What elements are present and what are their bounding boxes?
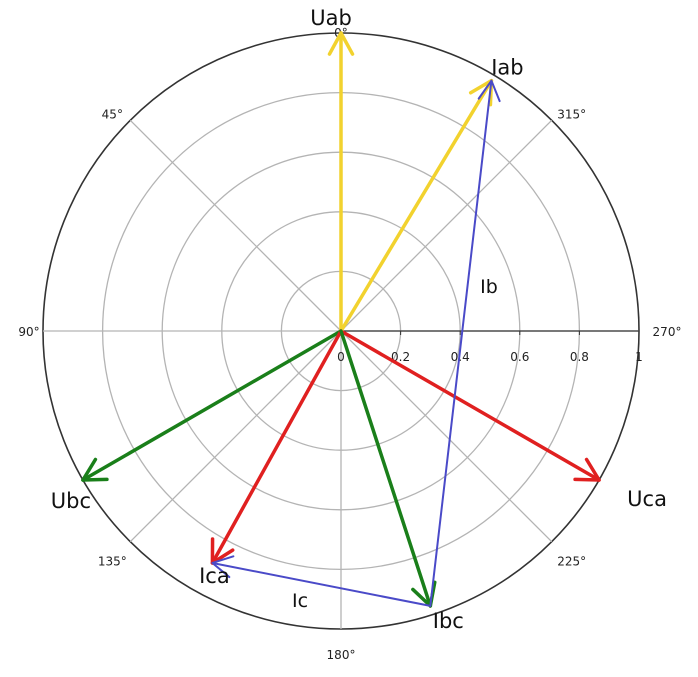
line-current-head-ic xyxy=(211,555,235,579)
label-ibc: Ibc xyxy=(433,609,464,633)
phasor-uca xyxy=(339,329,601,482)
radial-tick-label-5: 1 xyxy=(635,350,643,364)
label-iab: Iab xyxy=(491,56,523,80)
line-current-ib xyxy=(429,79,493,607)
radial-tick-label-4: 0.8 xyxy=(570,350,589,364)
label-ic: Ic xyxy=(292,590,308,612)
angle-label-270: 270° xyxy=(653,325,682,339)
line-current-ic xyxy=(211,561,432,607)
angle-tick-labels: 0°45°90°135°180°225°270°315° xyxy=(18,26,681,662)
phasor-ubc xyxy=(81,329,343,482)
angle-label-45: 45° xyxy=(102,107,123,121)
grid-spoke-7 xyxy=(340,119,553,332)
angle-label-90: 90° xyxy=(18,325,39,339)
grid-spoke-1 xyxy=(129,119,342,332)
phasor-labels: Uab Uca Ubc Iab Ica Ibc Ib Ic xyxy=(51,6,667,633)
phasor-ibc xyxy=(339,329,433,608)
label-ib: Ib xyxy=(480,276,498,298)
angle-label-315: 315° xyxy=(557,107,586,121)
phasor-head-uab xyxy=(327,31,355,56)
label-uab: Uab xyxy=(310,6,352,30)
angle-label-135: 135° xyxy=(98,555,127,569)
phasor-iab xyxy=(339,78,494,333)
radial-tick-label-0: 0 xyxy=(337,350,345,364)
line-current-head-ib xyxy=(477,79,501,103)
phasor-head-ubc xyxy=(81,457,109,482)
grid-spoke-3 xyxy=(129,330,342,543)
angle-label-225: 225° xyxy=(557,555,586,569)
label-ubc: Ubc xyxy=(51,489,91,513)
phasor-arrows xyxy=(81,31,601,608)
radial-tick-label-3: 0.6 xyxy=(510,350,529,364)
radial-tick-label-1: 0.2 xyxy=(391,350,410,364)
label-ica: Ica xyxy=(199,564,230,588)
angle-label-180: 180° xyxy=(327,648,356,662)
phasor-ica xyxy=(210,329,343,565)
label-uca: Uca xyxy=(627,487,667,511)
grid-spoke-5 xyxy=(340,330,553,543)
radial-tick-labels: 00.20.40.60.81 xyxy=(337,331,643,364)
phasor-head-uca xyxy=(573,457,601,482)
